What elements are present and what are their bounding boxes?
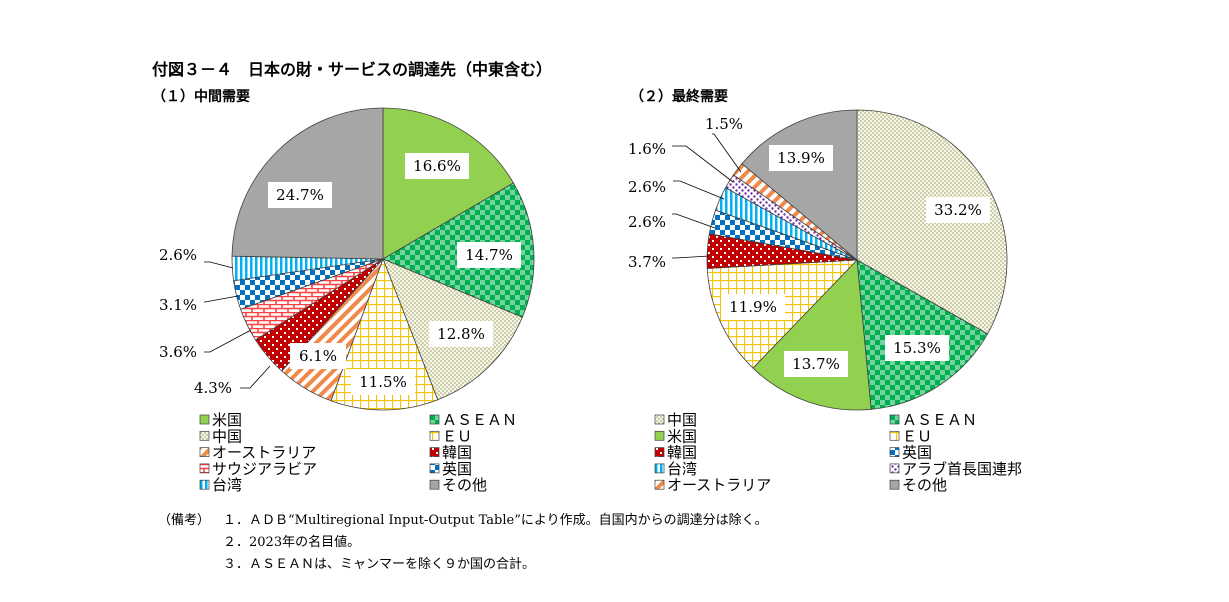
chart2-legend-item-5: 英国 (902, 444, 932, 462)
chart1-data-label-1: 14.7% (465, 246, 513, 264)
chart2-label-box-3 (721, 294, 785, 320)
chart2-legend-swatch-5 (889, 447, 900, 457)
chart2-data-label-7: 1.6% (628, 140, 666, 158)
chart1-legend-item-7: 英国 (442, 460, 472, 478)
chart2-data-label-9: 13.9% (777, 149, 825, 167)
chart2-legend-item-7: アラブ首長国連邦 (902, 460, 1022, 478)
chart1-legend-item-0: 米国 (212, 411, 242, 429)
note-2: ２．2023年の名目値。 (223, 535, 361, 550)
chart2-data-label-6: 2.6% (628, 178, 666, 196)
chart1-leader-line-8 (204, 261, 234, 269)
chart2-label-box-1 (885, 335, 949, 361)
chart1-legend-swatch-6 (199, 463, 210, 474)
chart2-legend-item-2: 米国 (667, 427, 697, 445)
chart1-label-box-4 (290, 343, 346, 369)
chart1-legend-swatch-4 (199, 447, 210, 457)
chart1-leader-line-5 (240, 365, 271, 389)
chart2-data-label-8: 1.5% (705, 115, 743, 133)
chart1-legend-item-4: オーストラリア (212, 444, 316, 462)
chart1-legend-swatch-5 (429, 447, 440, 457)
chart2-legend-item-6: 台湾 (667, 460, 697, 478)
chart1-label-box-3 (351, 369, 415, 395)
chart2-data-label-2: 13.7% (792, 355, 840, 373)
note-3: ３．ＡＳＥＡＮは、ミャンマーを除く９か国の合計。 (223, 557, 536, 572)
chart2-leader-line-4 (672, 255, 710, 259)
chart2-legend-item-4: 韓国 (667, 444, 697, 462)
chart1-legend-swatch-3 (429, 430, 440, 441)
chart1-data-label-7: 3.1% (159, 296, 197, 314)
chart2-legend-item-0: 中国 (667, 411, 697, 429)
chart2-legend-swatch-4 (654, 447, 665, 457)
chart1-data-label-3: 11.5% (359, 373, 407, 391)
chart1-legend-item-1: ＡＳＥＡＮ (442, 411, 517, 429)
chart2-pie-group: 33.2% 15.3% 13.7% 11.9% 3.7% 2.6% 2.6% 1.6% 1.5%… (628, 109, 1022, 494)
chart1-slice-0 (382, 107, 514, 260)
chart1-legend-item-9: その他 (442, 476, 487, 494)
chart1-data-label-0: 16.6% (413, 157, 461, 175)
chart2-label-box-9 (769, 145, 833, 171)
chart2-legend-swatch-3 (889, 430, 900, 441)
notes: （備考） １．ＡＤＢ“Multiregional Input-Output Tab… (158, 510, 768, 576)
chart1-legend-swatch-2 (199, 430, 210, 441)
chart2-data-label-4: 3.7% (628, 253, 666, 271)
chart2-leader-line-6 (673, 180, 725, 200)
note-1: １．ＡＤＢ“Multiregional Input-Output Table”に… (223, 513, 768, 528)
chart1-legend-item-5: 韓国 (442, 444, 472, 462)
chart1-data-label-4: 6.1% (299, 347, 337, 365)
chart1-title: （１）中間需要 (152, 89, 250, 105)
chart1-leader-line-6 (204, 329, 252, 353)
chart2-legend-item-3: ＥＵ (902, 427, 932, 445)
chart1-legend-swatch-9 (429, 479, 440, 490)
chart1-legend-swatch-1 (429, 414, 440, 425)
chart2-leader-line-7 (672, 145, 734, 183)
chart1-label-box-1 (457, 242, 521, 268)
chart1-data-label-2: 12.8% (437, 325, 485, 343)
chart2-title: （２）最終需要 (630, 89, 728, 105)
chart2-data-label-5: 2.6% (628, 213, 666, 231)
chart2-data-label-0: 33.2% (934, 201, 982, 219)
chart1-label-box-0 (405, 153, 469, 179)
chart2-data-label-3: 11.9% (729, 298, 777, 316)
chart1-legend-item-2: 中国 (212, 427, 242, 445)
chart2-legend-swatch-2 (654, 430, 665, 441)
chart1-legend-item-8: 台湾 (212, 476, 242, 494)
chart2-legend-swatch-9 (889, 479, 900, 490)
chart2-data-label-1: 15.3% (893, 339, 941, 357)
chart2-legend-item-8: オーストラリア (667, 476, 771, 494)
chart2-label-box-0 (926, 197, 990, 223)
chart2-legend-swatch-8 (654, 479, 665, 490)
chart2-leader-line-5 (672, 213, 716, 229)
chart2-legend-swatch-0 (654, 414, 665, 425)
chart1-label-box-2 (429, 321, 493, 347)
chart2-legend-swatch-1 (889, 414, 900, 425)
notes-prefix: （備考） (158, 513, 211, 528)
chart1-data-label-8: 2.6% (159, 246, 197, 264)
chart1-data-label-5: 4.3% (194, 379, 232, 397)
chart2-slice-1 (856, 259, 989, 410)
chart2-legend-item-9: その他 (902, 476, 947, 494)
chart2-legend-swatch-6 (654, 463, 665, 474)
chart1-pie-group: 16.6% 14.7% 12.8% 11.5% 6.1% 4.3% 3.6% 3.1% 2.6%… (159, 107, 535, 494)
chart1-legend-item-3: ＥＵ (442, 427, 472, 445)
chart2-legend-swatch-7 (889, 463, 900, 474)
chart1-leader-line-7 (204, 295, 239, 303)
chart1-data-label-9: 24.7% (276, 186, 324, 204)
chart2-label-box-2 (784, 351, 848, 377)
chart1-legend-item-6: サウジアラビア (212, 460, 317, 478)
chart1-legend-swatch-0 (199, 414, 210, 425)
chart2-leader-line-8 (712, 133, 742, 173)
chart1-data-label-6: 3.6% (159, 343, 197, 361)
chart1-legend-swatch-7 (429, 463, 440, 474)
chart1-label-box-9 (268, 182, 332, 208)
chart2-legend-item-1: ＡＳＥＡＮ (902, 411, 977, 429)
chart1-legend-swatch-8 (199, 479, 210, 490)
figure-title: 付図３－４ 日本の財・サービスの調達先（中東含む） (152, 60, 553, 79)
note-line-1: （備考） １．ＡＤＢ“Multiregional Input-Output Tab… (158, 510, 768, 532)
